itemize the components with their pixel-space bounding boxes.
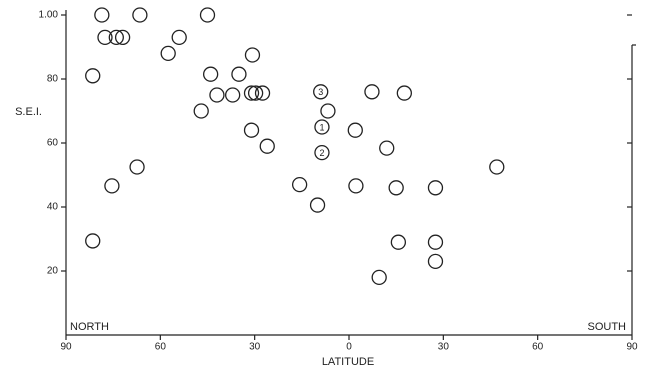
point <box>371 269 387 286</box>
point <box>85 233 101 249</box>
point <box>379 140 395 156</box>
point <box>427 234 444 250</box>
x-tick-label: 30 <box>438 342 450 353</box>
point <box>199 7 216 23</box>
point <box>291 176 308 193</box>
point <box>108 29 124 46</box>
y-tick-label: 40 <box>47 202 59 213</box>
y-tick-label: 80 <box>47 74 59 85</box>
point <box>427 180 444 196</box>
x-tick-label: 30 <box>249 342 261 353</box>
point <box>348 178 364 194</box>
point <box>209 87 225 103</box>
y-tick-label: 1.00 <box>39 10 59 21</box>
y-axis-label: S.E.I. <box>15 106 42 118</box>
x-tick-label: 60 <box>155 342 167 353</box>
point <box>225 87 241 103</box>
point <box>390 234 407 250</box>
point <box>104 178 120 194</box>
point <box>85 68 101 84</box>
point <box>202 66 219 82</box>
x-axis-label: LATITUDE <box>322 356 374 368</box>
point <box>97 29 113 46</box>
point <box>243 85 260 101</box>
x-tick-label: 0 <box>346 342 352 353</box>
north-label: NORTH <box>70 321 109 333</box>
point <box>244 47 261 63</box>
point-label: 2 <box>319 148 324 158</box>
point <box>314 144 330 161</box>
point <box>254 85 271 101</box>
x-tick-label: 90 <box>626 342 638 353</box>
point <box>309 197 326 213</box>
point <box>132 7 148 23</box>
point <box>314 119 330 135</box>
point <box>313 84 329 100</box>
south-label: SOUTH <box>588 321 627 333</box>
point <box>94 7 110 23</box>
point <box>259 138 275 154</box>
point <box>320 103 336 119</box>
point <box>489 159 505 175</box>
point <box>364 84 380 100</box>
point-label: 3 <box>318 87 323 97</box>
point <box>347 122 363 138</box>
point <box>247 85 264 101</box>
y-tick-label: 60 <box>47 138 59 149</box>
point <box>396 85 412 101</box>
point <box>193 103 209 119</box>
point-label: 1 <box>319 122 324 132</box>
point <box>427 253 444 270</box>
x-tick-label: 60 <box>532 342 544 353</box>
point <box>160 45 176 62</box>
point <box>243 122 260 138</box>
point <box>231 66 247 82</box>
x-tick-label: 90 <box>60 342 72 353</box>
point <box>129 159 145 175</box>
point <box>388 180 404 196</box>
point <box>114 29 131 46</box>
point <box>171 29 187 46</box>
y-tick-label: 20 <box>47 266 59 277</box>
